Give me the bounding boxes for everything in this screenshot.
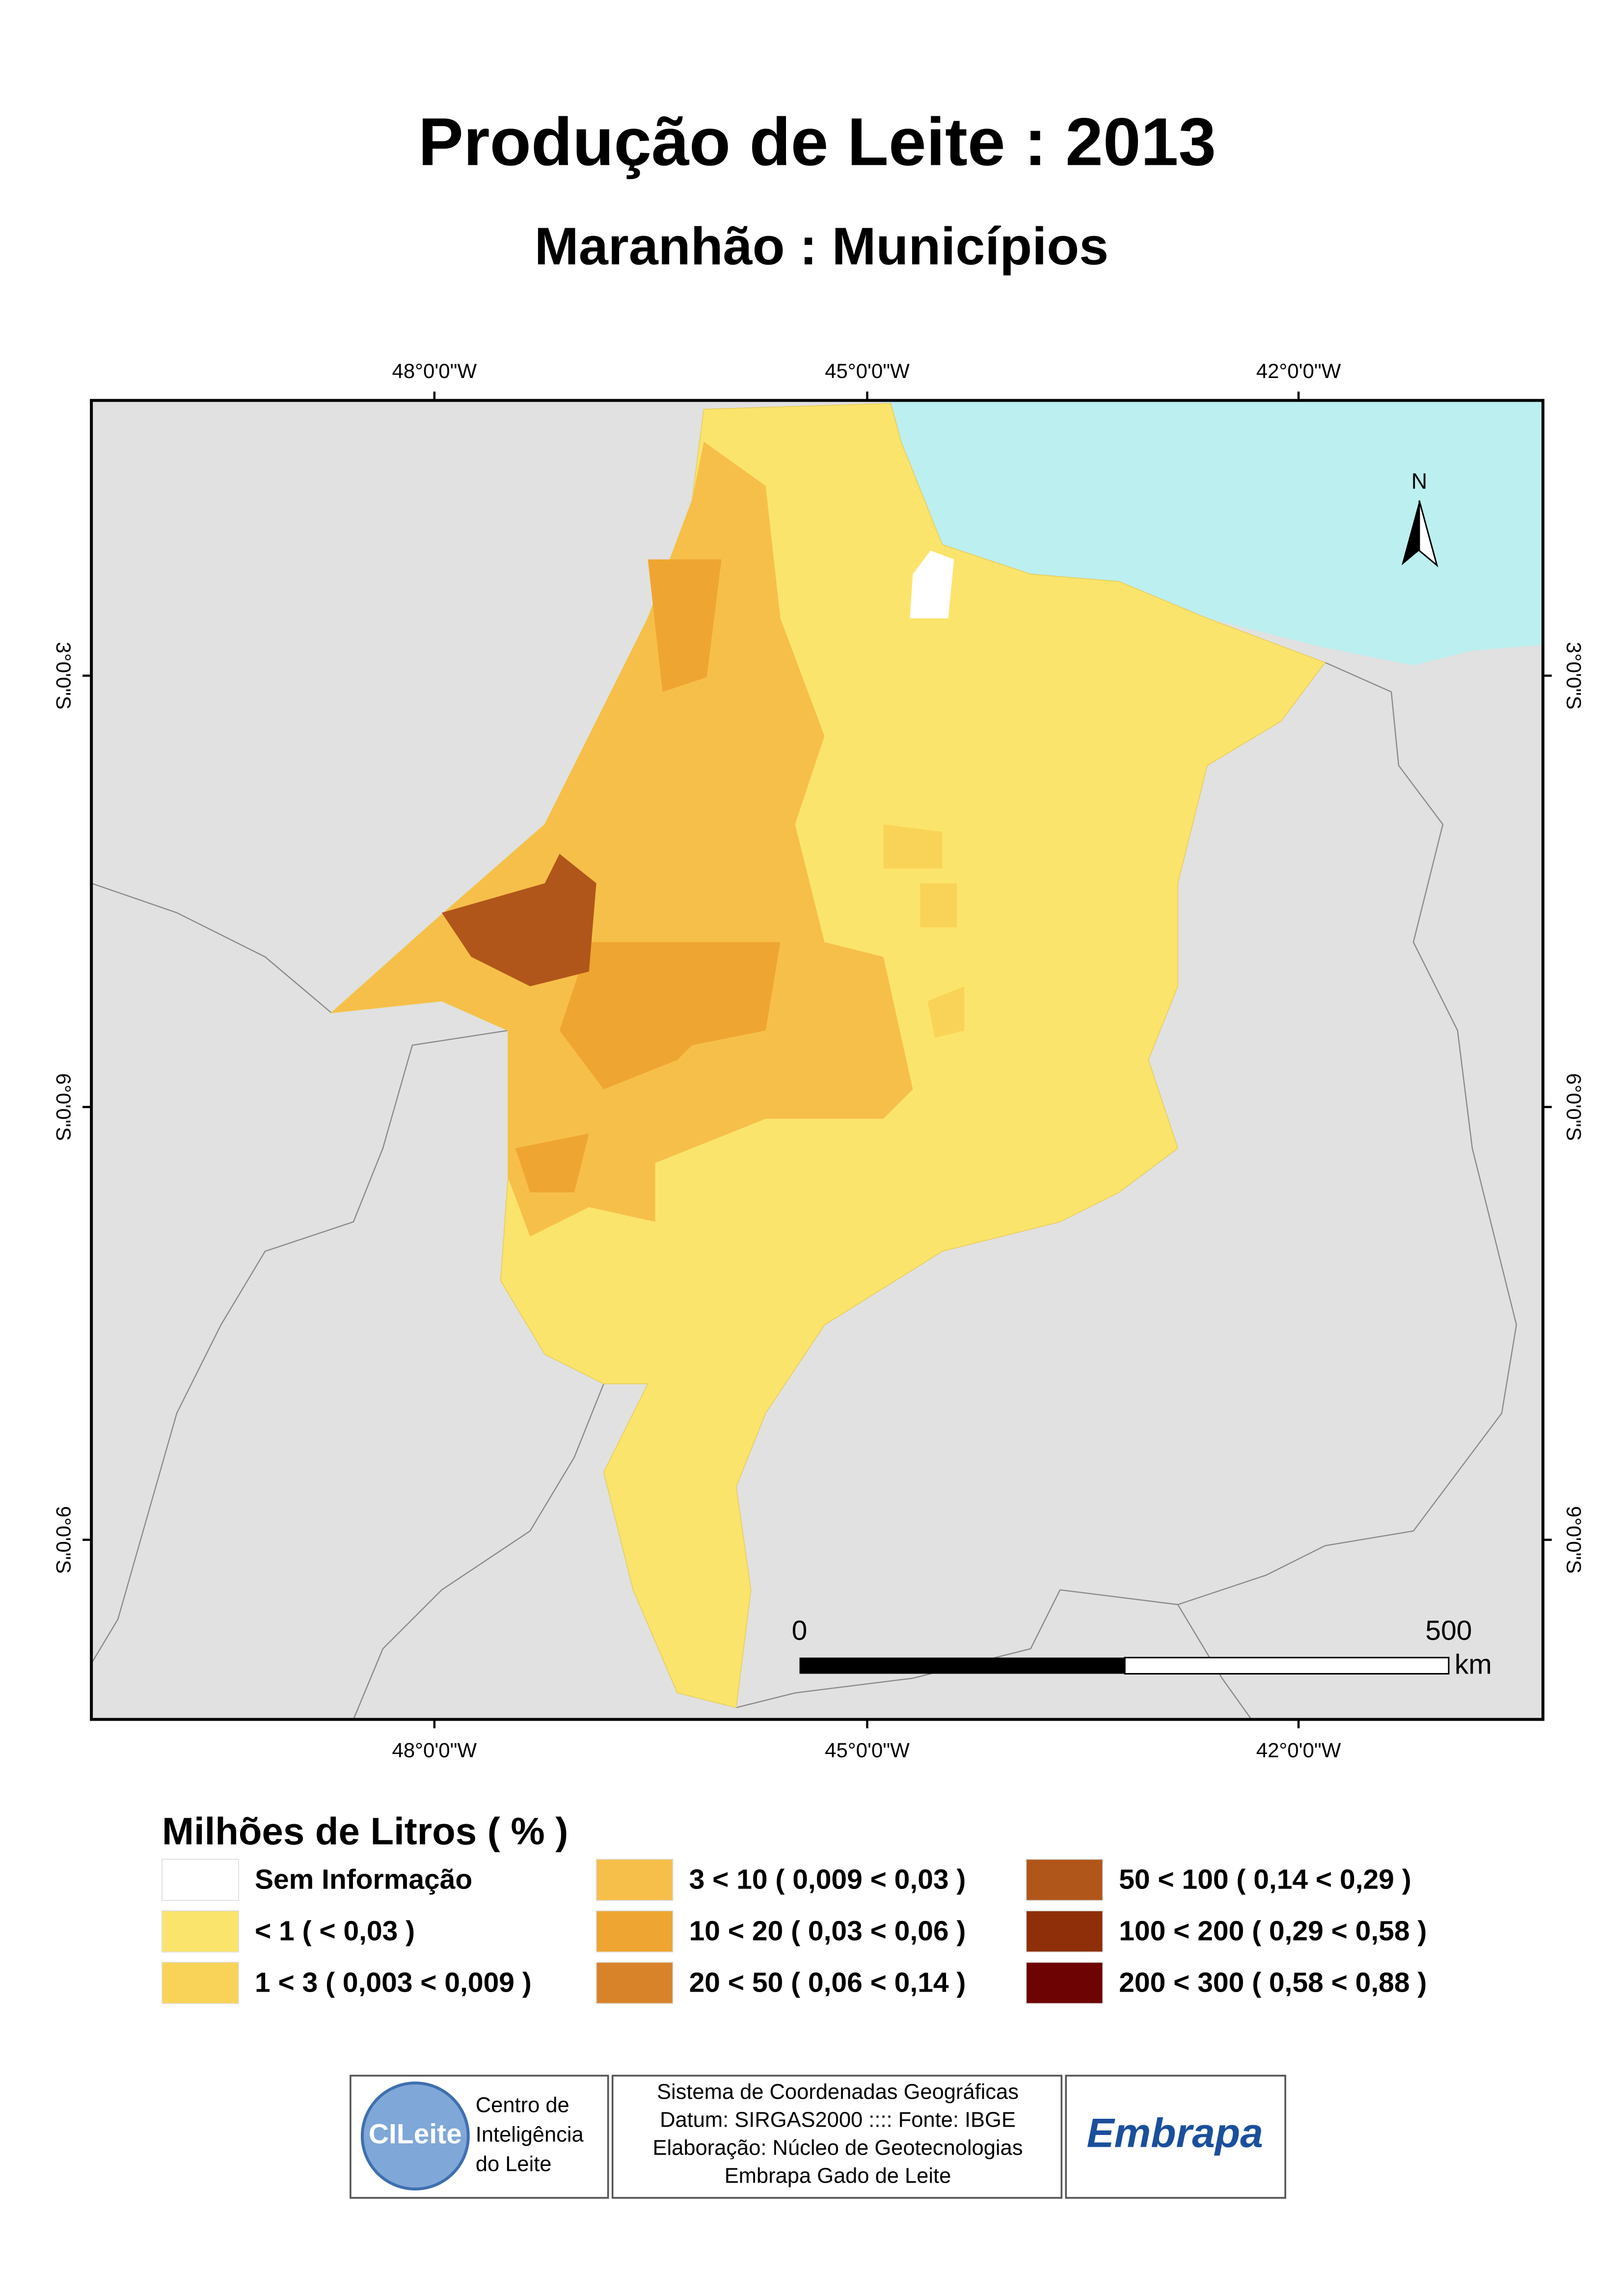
lat-label: 9°0'0"S xyxy=(52,1506,75,1574)
no-info xyxy=(910,550,954,619)
lon-label: 42°0'0"W xyxy=(1256,1739,1341,1762)
embrapa-logo: Embrapa xyxy=(1087,2109,1263,2156)
logo-text: Centro de xyxy=(476,2094,569,2117)
legend-swatch xyxy=(1026,1910,1104,1953)
scale-bar: 0 500 km xyxy=(792,1615,1492,1680)
legend-label: 3 < 10 ( 0,009 < 0,03 ) xyxy=(689,1863,966,1895)
lat-label: 9°0'0"S xyxy=(1563,1506,1586,1574)
title: Produção de Leite : 2013 xyxy=(418,104,1216,180)
lon-label: 45°0'0"W xyxy=(825,1739,910,1762)
legend-swatch xyxy=(595,1910,674,1953)
legend-swatch xyxy=(162,1859,239,1901)
legend-swatch xyxy=(162,1910,239,1953)
legend-swatch xyxy=(595,1859,674,1901)
scale-unit: km xyxy=(1455,1649,1492,1680)
lat-label: 3°0'0"S xyxy=(1563,642,1586,710)
north-label: N xyxy=(1411,468,1427,493)
western-region xyxy=(331,441,913,1237)
legend-swatch xyxy=(1026,1962,1104,2004)
info-text: Sistema de Coordenadas Geográficas xyxy=(657,2080,1019,2104)
logo-text: do Leite xyxy=(476,2153,552,2176)
legend-label: 100 < 200 ( 0,29 < 0,58 ) xyxy=(1119,1915,1427,1946)
info-text: Embrapa Gado de Leite xyxy=(725,2164,951,2188)
lat-label: 6°0'0"S xyxy=(52,1073,75,1141)
scale-start: 0 xyxy=(792,1615,808,1647)
top-producer xyxy=(441,854,596,987)
legend-label: 20 < 50 ( 0,06 < 0,14 ) xyxy=(689,1967,966,1998)
east-patches xyxy=(883,824,965,1038)
graticule-ticks xyxy=(82,391,1552,1728)
central-region xyxy=(559,942,781,1090)
north-arrow: N xyxy=(1401,468,1438,567)
legend-swatch xyxy=(162,1962,239,2004)
legend-title: Milhões de Litros ( % ) xyxy=(162,1809,568,1853)
legend-label: < 1 ( < 0,03 ) xyxy=(255,1915,415,1946)
legend: Sem Informação < 1 ( < 0,03 ) 1 < 3 ( 0,00… xyxy=(162,1859,1427,2004)
lon-label: 48°0'0"W xyxy=(392,359,477,382)
legend-label: Sem Informação xyxy=(255,1863,472,1895)
map-frame xyxy=(90,399,1544,1721)
footer: CILeite Centro de Inteligência do Leite Si… xyxy=(350,2075,1286,2199)
lon-label: 48°0'0"W xyxy=(392,1739,477,1762)
legend-label: 10 < 20 ( 0,03 < 0,06 ) xyxy=(689,1915,966,1946)
lat-label: 3°0'0"S xyxy=(52,642,75,710)
north-patch xyxy=(648,559,722,692)
legend-swatch xyxy=(595,1962,674,2004)
state-borders xyxy=(91,662,1517,1720)
lon-label: 42°0'0"W xyxy=(1256,359,1341,382)
logo-mark: CILeite xyxy=(369,2118,462,2150)
lat-label: 6°0'0"S xyxy=(1563,1073,1586,1141)
legend-swatch xyxy=(1026,1859,1104,1901)
info-text: Datum: SIRGAS2000 :::: Fonte: IBGE xyxy=(660,2108,1016,2132)
info-text: Elaboração: Núcleo de Geotecnologias xyxy=(652,2136,1023,2160)
logo-text: Inteligência xyxy=(476,2123,584,2147)
scale-end: 500 xyxy=(1425,1615,1472,1647)
map: 48°0'0"W 48°0'0"W 45°0'0"W 45°0'0"W 42°0'0"W… xyxy=(52,359,1586,1762)
ocean xyxy=(883,400,1543,666)
lon-label: 45°0'0"W xyxy=(825,359,910,382)
legend-label: 1 < 3 ( 0,003 < 0,009 ) xyxy=(255,1967,532,1998)
south-patch xyxy=(515,1134,589,1192)
legend-label: 50 < 100 ( 0,14 < 0,29 ) xyxy=(1119,1863,1411,1895)
subtitle: Maranhão : Municípios xyxy=(535,216,1109,275)
legend-label: 200 < 300 ( 0,58 < 0,88 ) xyxy=(1119,1967,1427,1998)
